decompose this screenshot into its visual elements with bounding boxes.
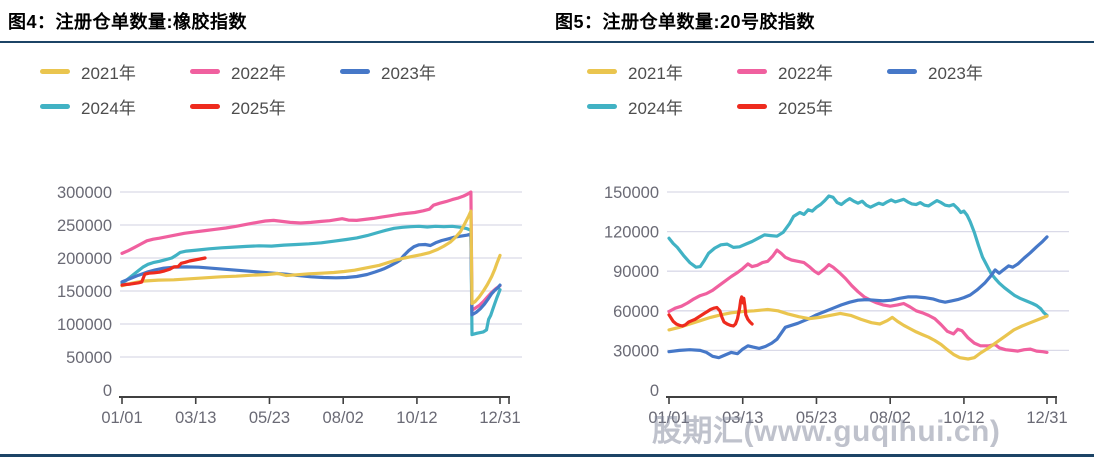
legend-label: 2025年: [231, 99, 286, 118]
y-tick-label: 100000: [57, 316, 112, 334]
legend-swatch-2024年: [40, 104, 70, 109]
legend-item-2025年: 2025年: [737, 94, 887, 119]
y-tick-label: 150000: [57, 283, 112, 301]
figure5-title-underline: [547, 41, 1094, 43]
figure4-title: 图4：注册仓单数量:橡胶指数: [8, 12, 248, 32]
legend-item-2023年: 2023年: [887, 59, 1037, 84]
series-line-2025年: [667, 295, 754, 328]
figure4-panel: 图4：注册仓单数量:橡胶指数 2021年 2022年 2023年 2024年 2025年…: [0, 0, 547, 455]
legend-label: 2025年: [778, 99, 833, 118]
legend-swatch-2024年: [587, 104, 617, 109]
y-tick-label: 0: [650, 382, 659, 400]
legend-item-2024年: 2024年: [587, 94, 737, 119]
bottom-divider: [0, 454, 1094, 457]
legend-swatch-2025年: [190, 104, 220, 109]
legend-item-2021年: 2021年: [40, 59, 190, 84]
x-tick-label: 03/13: [722, 409, 763, 427]
legend-item-2022年: 2022年: [737, 59, 887, 84]
x-tick-label: 08/02: [323, 409, 364, 427]
legend-label: 2024年: [628, 99, 683, 118]
y-tick-label: 120000: [604, 224, 659, 242]
legend-row: 2021年 2022年 2023年: [587, 54, 1037, 89]
x-tick-label: 03/13: [175, 409, 216, 427]
y-tick-label: 300000: [57, 184, 112, 202]
figure4-title-underline: [0, 41, 547, 43]
legend-item-2024年: 2024年: [40, 94, 190, 119]
legend-label: 2024年: [81, 99, 136, 118]
series-line-2021年: [667, 307, 1049, 361]
legend-label: 2021年: [628, 64, 683, 83]
legend-item-2025年: 2025年: [190, 94, 340, 119]
series-line-2025年: [120, 256, 207, 287]
legend-item-2021年: 2021年: [587, 59, 737, 84]
figure4-legend: 2021年 2022年 2023年 2024年 2025年: [40, 54, 490, 124]
series-line-2024年: [120, 224, 502, 337]
x-tick-label: 12/31: [479, 409, 520, 427]
legend-item-2023年: 2023年: [340, 59, 490, 84]
x-tick-label: 01/01: [101, 409, 142, 427]
x-tick-label: 05/23: [796, 409, 837, 427]
legend-swatch-2025年: [737, 104, 767, 109]
figure5-legend: 2021年 2022年 2023年 2024年 2025年: [587, 54, 1037, 124]
legend-item-2022年: 2022年: [190, 59, 340, 84]
figure5-title: 图5：注册仓单数量:20号胶指数: [555, 12, 816, 32]
rubber-index-line-chart: 0 50000 100000 150000 200000 250000 300000 01/0…: [57, 184, 522, 427]
x-tick-label: 05/23: [249, 409, 290, 427]
legend-swatch-2022年: [737, 69, 767, 74]
legend-row: 2024年 2025年: [587, 89, 1037, 124]
series-line-2021年: [120, 209, 502, 306]
y-tick-label: 200000: [57, 250, 112, 268]
y-tick-label: 60000: [613, 303, 659, 321]
legend-label: 2022年: [231, 64, 286, 83]
nr20-index-line-chart: 0 30000 60000 90000 120000 150000 01/01 03/13 05…: [604, 184, 1069, 427]
legend-swatch-2022年: [190, 69, 220, 74]
y-tick-label: 250000: [57, 217, 112, 235]
legend-swatch-2023年: [887, 69, 917, 74]
series-line-2024年: [667, 194, 1049, 317]
x-tick-label: 08/02: [870, 409, 911, 427]
legend-swatch-2021年: [40, 69, 70, 74]
legend-swatch-2021年: [587, 69, 617, 74]
legend-swatch-2023年: [340, 69, 370, 74]
series-line-2023年: [667, 235, 1049, 360]
x-tick-label: 01/01: [648, 409, 689, 427]
figure5-panel: 图5：注册仓单数量:20号胶指数 2021年 2022年 2023年 2024年 202…: [547, 0, 1094, 455]
x-tick-label: 10/12: [396, 409, 437, 427]
legend-label: 2023年: [381, 64, 436, 83]
y-tick-label: 90000: [613, 263, 659, 281]
legend-label: 2022年: [778, 64, 833, 83]
y-tick-label: 30000: [613, 342, 659, 360]
x-tick-label: 10/12: [943, 409, 984, 427]
y-tick-label: 0: [103, 382, 112, 400]
y-tick-label: 50000: [66, 349, 112, 367]
legend-row: 2021年 2022年 2023年: [40, 54, 490, 89]
x-tick-label: 12/31: [1026, 409, 1067, 427]
legend-label: 2023年: [928, 64, 983, 83]
legend-label: 2021年: [81, 64, 136, 83]
y-tick-label: 150000: [604, 184, 659, 202]
series-line-2022年: [120, 190, 502, 312]
series-line-2022年: [667, 248, 1049, 354]
legend-row: 2024年 2025年: [40, 89, 490, 124]
